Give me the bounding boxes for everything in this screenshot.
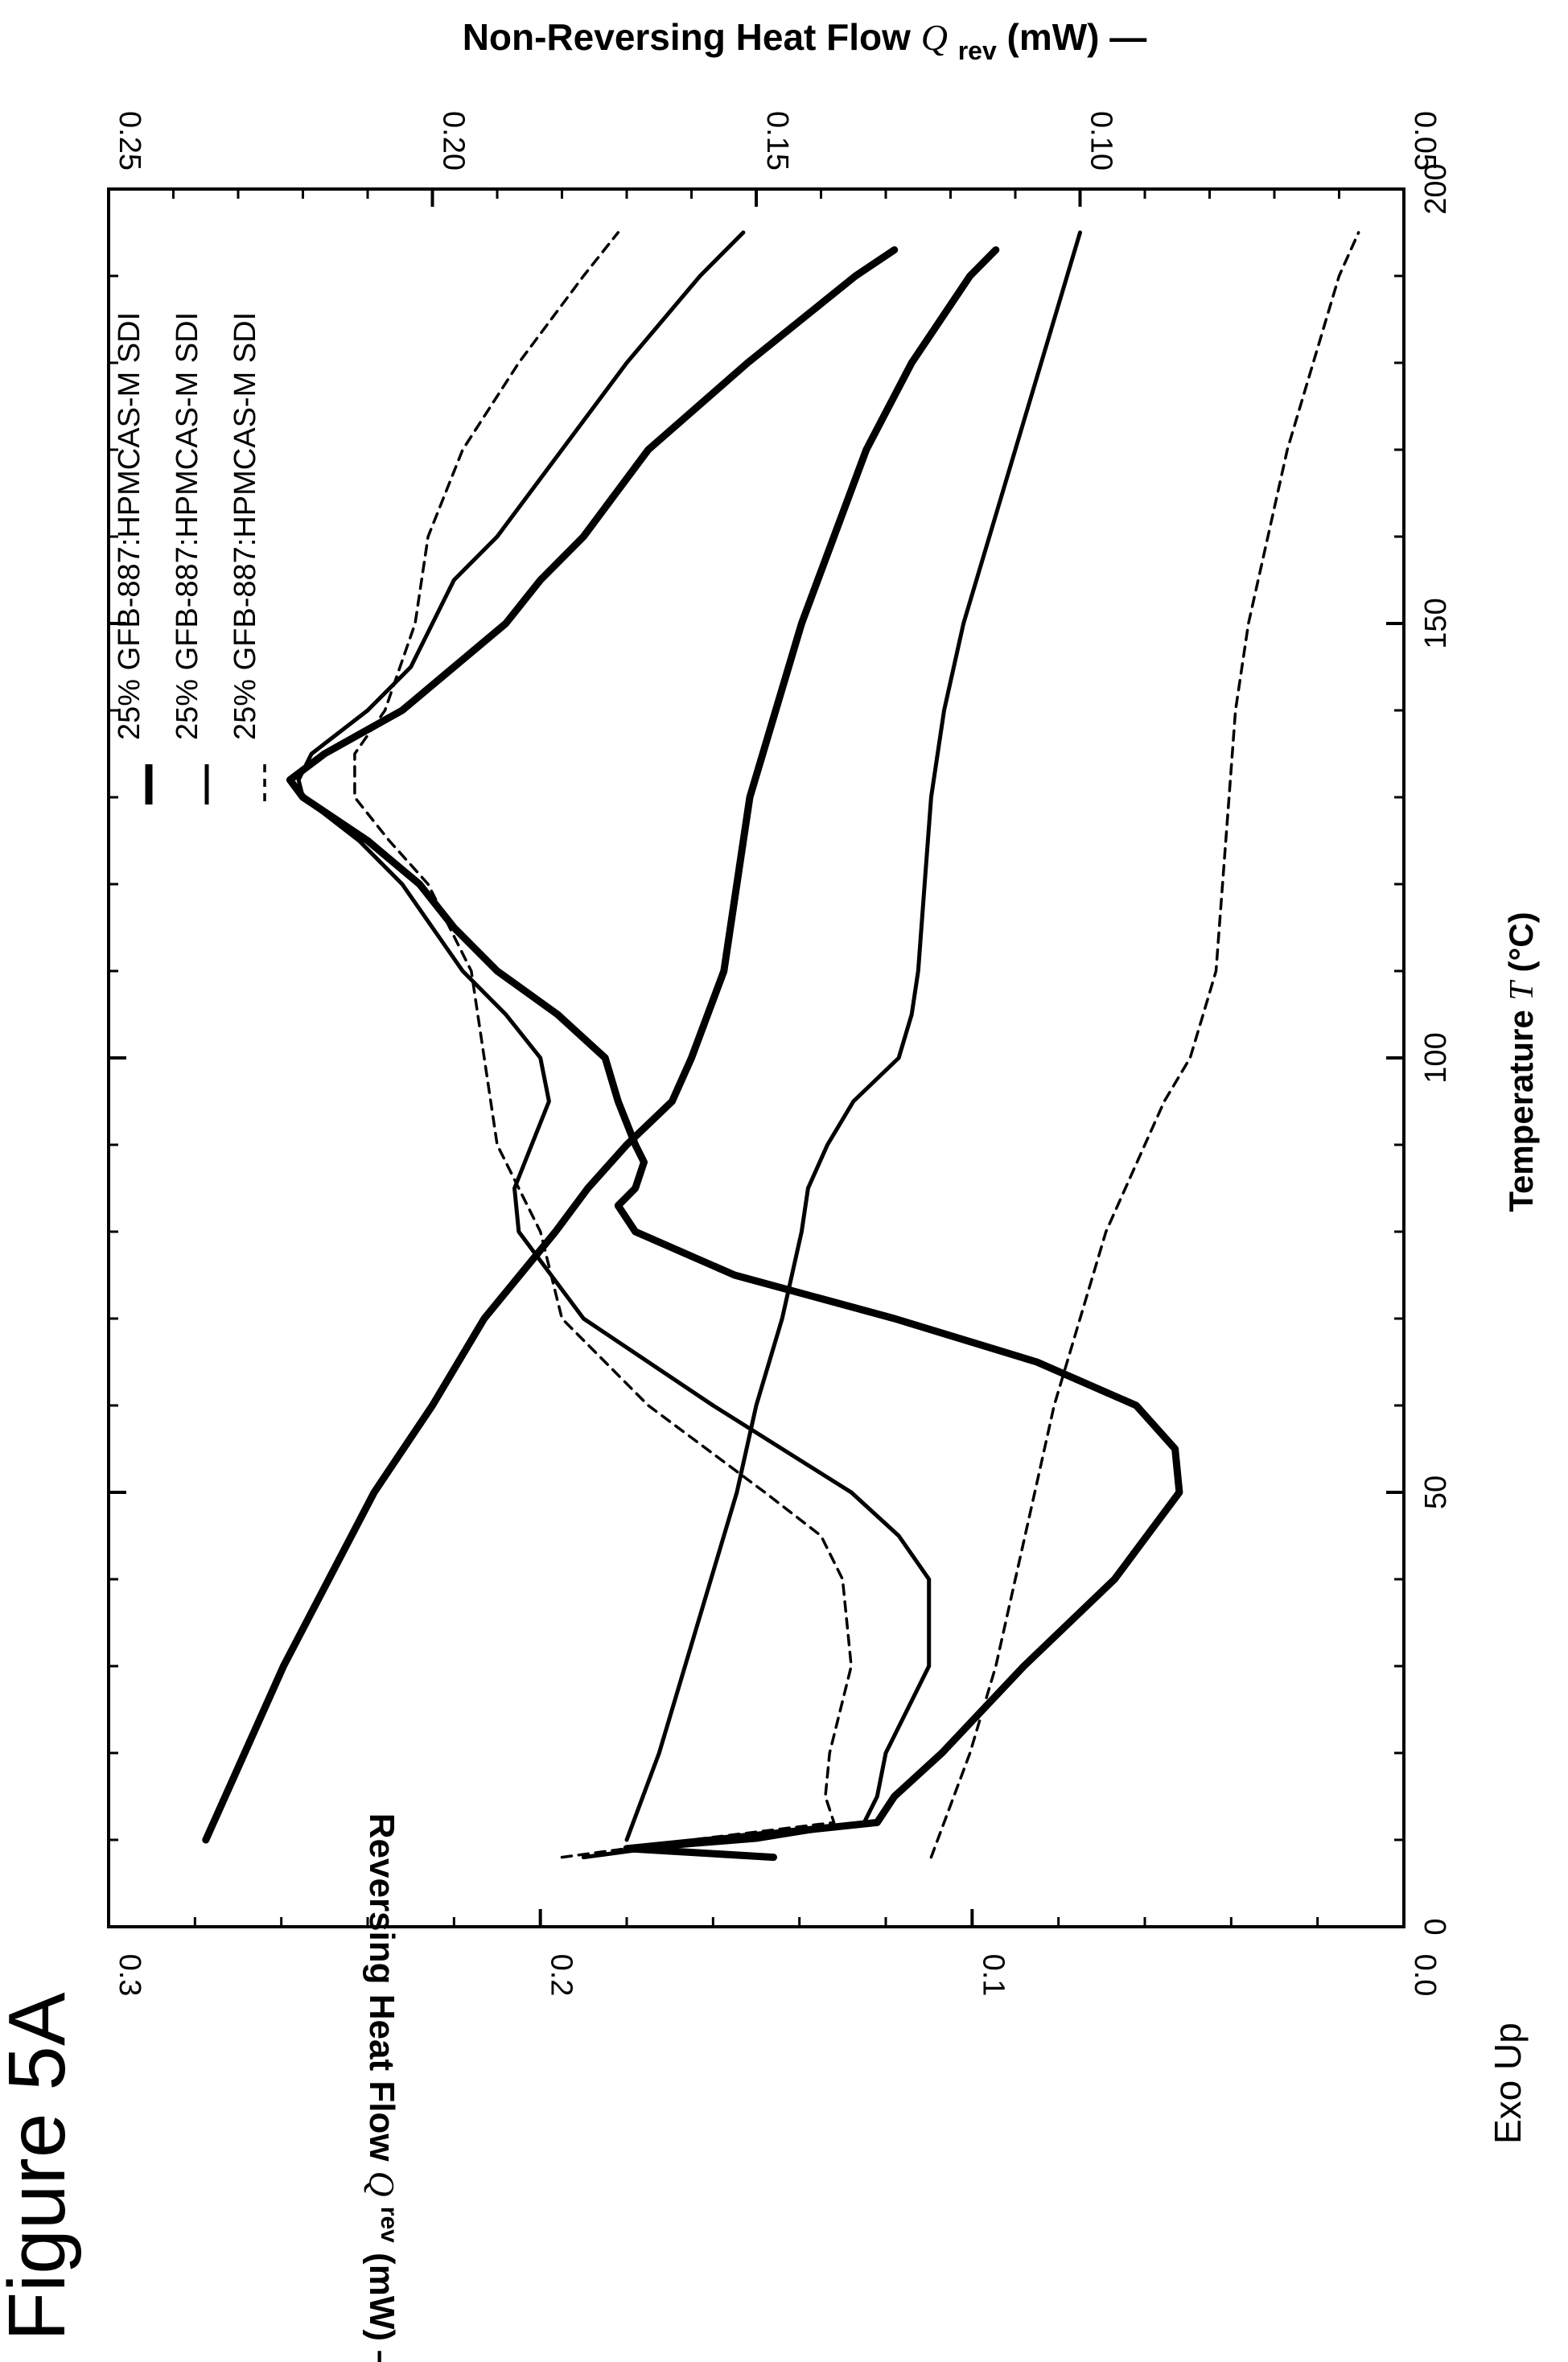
series-line-4 bbox=[202, 246, 1000, 1844]
legend-entry-label: 25% GFB-887:HPMCAS-M SDI bbox=[228, 312, 262, 740]
series-line-5 bbox=[624, 230, 1082, 1842]
series-line-3 bbox=[353, 231, 853, 1859]
exo-up-label: Exo Up bbox=[1487, 2023, 1529, 2144]
figure-label: Figure 5A bbox=[0, 1992, 82, 2341]
legend: 25% GFB-887:HPMCAS-M SDI 25% GFB-887:HPMC… bbox=[113, 312, 266, 804]
y-left-tick-label: 0.0 bbox=[1408, 1954, 1442, 1997]
x-tick-label: 150 bbox=[1419, 598, 1453, 648]
legend-entry-label: 25% GFB-887:HPMCAS-M SDI bbox=[113, 312, 146, 740]
legend-entry-label: 25% GFB-887:HPMCAS-M SDI bbox=[171, 312, 204, 740]
x-tick-label: 50 bbox=[1419, 1475, 1453, 1509]
x-tick-label: 100 bbox=[1419, 1032, 1453, 1083]
y-right-tick-label: 0.10 bbox=[1084, 111, 1118, 171]
y-right-tick-label: 0.15 bbox=[760, 111, 794, 171]
y-right-axis-title: Non-Reversing Heat Flow Q rev (mW) — bbox=[463, 16, 1147, 68]
series-line-1 bbox=[286, 246, 1183, 1862]
y-right-tick-label: 0.05 bbox=[1408, 111, 1442, 171]
y-right-tick-label: 0.25 bbox=[113, 111, 146, 171]
x-tick-label: 200 bbox=[1419, 163, 1453, 214]
y-right-tick-label: 0.20 bbox=[437, 111, 471, 171]
y-left-axis-title: Reversing Heat Flow Q rev (mW) — bbox=[362, 1813, 413, 2362]
ticks-layer: 0 50 100 150 200 0.0 0.1 0.2 0.3 0.05 0.10 0.15 0.20… bbox=[107, 111, 1453, 1997]
series-line-6 bbox=[929, 231, 1360, 1859]
x-tick-label: 0 bbox=[1419, 1918, 1453, 1935]
y-left-tick-label: 0.2 bbox=[545, 1954, 578, 1997]
x-axis-title: Temperature T (°C) bbox=[1502, 911, 1541, 1212]
series-line-2 bbox=[296, 230, 932, 1860]
y-left-tick-label: 0.3 bbox=[113, 1954, 146, 1997]
y-left-tick-label: 0.1 bbox=[976, 1954, 1010, 1997]
series-layer bbox=[202, 230, 1360, 1862]
plot-frame bbox=[107, 187, 1405, 1928]
